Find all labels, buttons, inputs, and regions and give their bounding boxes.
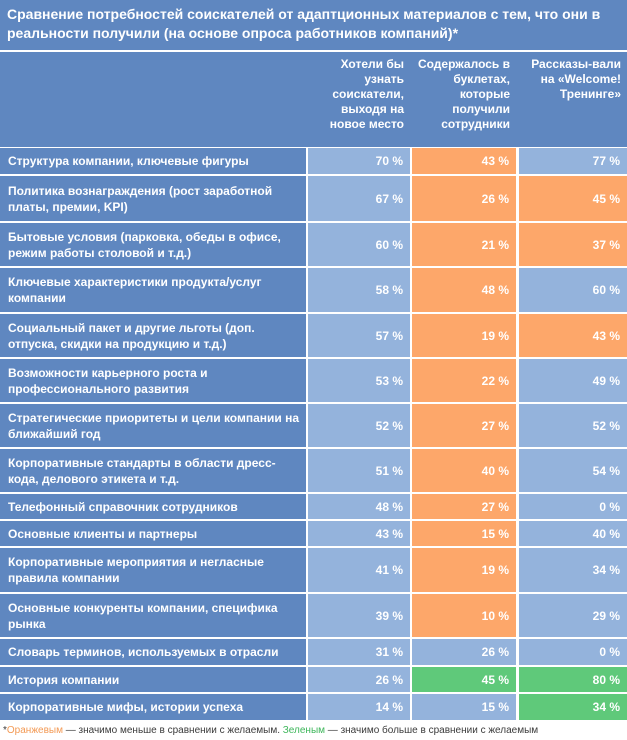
footnote: *Оранжевым — значимо меньше в сравнении … [0, 722, 627, 740]
row-value-c1: 39 % [308, 594, 410, 637]
footnote-orange-word: Оранжевым [6, 725, 63, 736]
row-value-c1: 26 % [308, 667, 410, 692]
row-value-c1: 67 % [308, 176, 410, 221]
row-label: Основные клиенты и партнеры [0, 521, 306, 546]
row-value-c3: 43 % [519, 314, 627, 357]
header-col-wanted: Хотели бы узнать соискатели, выходя на н… [329, 57, 404, 131]
table-row: Возможности карьерного роста и профессио… [0, 359, 627, 402]
row-value-c3: 54 % [519, 449, 627, 492]
row-value-c2: 26 % [412, 639, 516, 665]
row-value-c3: 80 % [519, 667, 627, 692]
row-value-c2: 40 % [412, 449, 516, 492]
row-label: Возможности карьерного роста и профессио… [0, 359, 306, 402]
footnote-green-word: Зеленым [282, 725, 326, 736]
row-label: История компании [0, 667, 306, 692]
table-row: Телефонный справочник сотрудников 48 % 27 … [0, 494, 627, 519]
row-value-c3: 34 % [519, 694, 627, 720]
table-row: Социальный пакет и другие льготы (доп. о… [0, 314, 627, 357]
header-col-booklets: Содержалось в буклетах, которые получили… [417, 57, 510, 131]
row-value-c3: 60 % [519, 268, 627, 312]
row-value-c2: 27 % [412, 404, 516, 447]
row-value-c1: 52 % [308, 404, 410, 447]
row-value-c3: 52 % [519, 404, 627, 447]
row-label: Словарь терминов, используемых в отрасли [0, 639, 306, 665]
footnote-star: * [3, 725, 7, 736]
row-label: Телефонный справочник сотрудников [0, 494, 306, 519]
row-value-c1: 70 % [308, 148, 410, 174]
row-value-c1: 57 % [308, 314, 410, 357]
table-title: Сравнение потребностей соискателей от ад… [0, 0, 627, 50]
table-header [0, 52, 627, 147]
row-value-c2: 15 % [412, 694, 516, 720]
row-value-c2: 21 % [412, 223, 516, 266]
row-value-c3: 45 % [519, 176, 627, 221]
table-row: Основные конкуренты компании, специфика … [0, 594, 627, 637]
row-value-c2: 43 % [412, 148, 516, 174]
row-value-c2: 26 % [412, 176, 516, 221]
row-label: Стратегические приоритеты и цели компани… [0, 404, 306, 447]
row-value-c2: 27 % [412, 494, 516, 519]
row-label: Бытовые условия (парковка, обеды в офисе… [0, 223, 306, 266]
row-value-c1: 48 % [308, 494, 410, 519]
row-value-c2: 22 % [412, 359, 516, 402]
footnote-orange-text: — значимо меньше в сравнении с желаемым. [62, 725, 283, 736]
table-row: Словарь терминов, используемых в отрасли… [0, 639, 627, 665]
row-value-c2: 48 % [412, 268, 516, 312]
row-value-c1: 53 % [308, 359, 410, 402]
row-value-c3: 77 % [519, 148, 627, 174]
row-value-c3: 0 % [519, 639, 627, 665]
row-value-c1: 43 % [308, 521, 410, 546]
table-row: История компании 26 % 45 % 80 % [0, 667, 627, 692]
row-value-c2: 45 % [412, 667, 516, 692]
row-label: Ключевые характеристики продукта/услуг к… [0, 268, 306, 312]
row-label: Основные конкуренты компании, специфика … [0, 594, 306, 637]
header-col-training: Рассказы-вали на «Welcome! Тренинге» [531, 57, 621, 101]
row-value-c3: 40 % [519, 521, 627, 546]
row-value-c2: 15 % [412, 521, 516, 546]
table-row: Стратегические приоритеты и цели компани… [0, 404, 627, 447]
table-row: Ключевые характеристики продукта/услуг к… [0, 268, 627, 312]
row-value-c3: 0 % [519, 494, 627, 519]
row-value-c2: 19 % [412, 314, 516, 357]
row-label: Структура компании, ключевые фигуры [0, 148, 306, 174]
row-value-c1: 41 % [308, 548, 410, 592]
row-value-c1: 51 % [308, 449, 410, 492]
table-row: Бытовые условия (парковка, обеды в офисе… [0, 223, 627, 266]
row-label: Политика вознаграждения (рост заработной… [0, 176, 306, 221]
table-row: Структура компании, ключевые фигуры 70 % 4… [0, 148, 627, 174]
row-value-c3: 37 % [519, 223, 627, 266]
table-row: Основные клиенты и партнеры 43 % 15 % 40 % [0, 521, 627, 546]
row-value-c1: 14 % [308, 694, 410, 720]
row-label: Корпоративные стандарты в области дресс-… [0, 449, 306, 492]
row-value-c2: 19 % [412, 548, 516, 592]
row-value-c3: 34 % [519, 548, 627, 592]
table-row: Корпоративные мероприятия и негласные пр… [0, 548, 627, 592]
row-value-c1: 60 % [308, 223, 410, 266]
row-value-c2: 10 % [412, 594, 516, 637]
row-value-c1: 58 % [308, 268, 410, 312]
row-value-c1: 31 % [308, 639, 410, 665]
table-row: Политика вознаграждения (рост заработной… [0, 176, 627, 221]
table-row: Корпоративные мифы, истории успеха 14 % 15… [0, 694, 627, 720]
row-label: Корпоративные мероприятия и негласные пр… [0, 548, 306, 592]
row-label: Корпоративные мифы, истории успеха [0, 694, 306, 720]
row-value-c3: 29 % [519, 594, 627, 637]
footnote-green-text: — значимо больше в сравнении с желаемым [325, 725, 539, 736]
table-row: Корпоративные стандарты в области дресс-… [0, 449, 627, 492]
row-value-c3: 49 % [519, 359, 627, 402]
row-label: Социальный пакет и другие льготы (доп. о… [0, 314, 306, 357]
